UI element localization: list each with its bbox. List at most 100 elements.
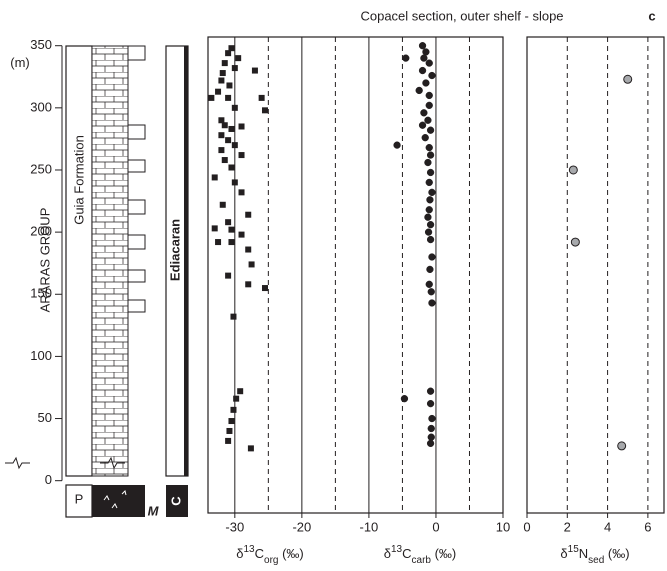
data-point (425, 59, 433, 67)
data-point (225, 50, 232, 57)
column-label: ARARAS GROUP (37, 208, 52, 313)
y-tick-label: 0 (45, 472, 52, 487)
data-point (219, 70, 226, 77)
data-point (425, 91, 433, 100)
data-point (221, 157, 228, 164)
x-tick-label: 0 (523, 519, 530, 534)
data-point (208, 94, 215, 101)
data-point (233, 395, 240, 402)
data-point (238, 123, 245, 130)
column-label: Ediacaran (167, 219, 182, 281)
x-tick-label: 6 (644, 519, 651, 534)
data-point (418, 121, 427, 129)
data-point (428, 414, 436, 423)
data-point (218, 77, 225, 84)
x-axis-label-part: carb (412, 555, 432, 566)
data-point (231, 104, 238, 111)
data-point (426, 399, 435, 408)
x-axis-label-part: C (402, 546, 411, 561)
x-axis-label: δ13Ccarb (‰) (384, 544, 457, 566)
panel-frame (207, 36, 504, 514)
data-point (422, 48, 430, 56)
data-point (221, 122, 228, 129)
data-point (238, 231, 245, 238)
column-label: M (148, 503, 160, 518)
data-point (248, 261, 255, 268)
data-point (426, 221, 435, 229)
x-axis-label-part: sed (588, 555, 604, 566)
x-tick-label: -10 (360, 519, 379, 534)
data-point (426, 265, 434, 274)
data-point (231, 179, 238, 186)
chart-title: Copacel section, outer shelf - slope (360, 8, 563, 23)
x-tick-label: -20 (292, 519, 311, 534)
data-point (228, 125, 235, 132)
x-tick-label: 0 (432, 519, 439, 534)
data-point (426, 151, 435, 159)
data-point (424, 158, 432, 167)
data-point (426, 126, 435, 134)
data-point (428, 71, 436, 80)
data-point (617, 441, 627, 451)
data-point (420, 54, 428, 62)
data-point (228, 45, 235, 52)
data-point (225, 219, 232, 226)
data-point (235, 55, 242, 62)
x-tick-label: 10 (496, 519, 510, 534)
data-point (228, 226, 235, 233)
data-point (226, 427, 233, 434)
data-point (418, 66, 427, 75)
data-point (211, 225, 218, 232)
data-point (251, 67, 258, 74)
x-axis-label-part: δ (236, 546, 243, 561)
x-axis-label-part: 13 (391, 544, 403, 555)
x-axis-label: δ15Nsed (‰) (560, 544, 629, 566)
data-point (225, 437, 232, 444)
data-point (424, 116, 432, 124)
data-point (425, 101, 433, 110)
x-tick-label: -30 (225, 519, 244, 534)
x-tick-label: 4 (604, 519, 611, 534)
data-point (400, 395, 409, 403)
x-axis-label-part: δ (560, 546, 567, 561)
data-point (421, 134, 429, 142)
data-point (425, 178, 433, 187)
y-tick-label: 150 (30, 286, 52, 301)
data-point (219, 201, 226, 208)
data-point (568, 165, 578, 175)
data-point (228, 164, 235, 171)
data-point (428, 299, 436, 307)
x-axis-label-part: (‰) (431, 546, 456, 561)
y-tick-label: 350 (30, 37, 52, 52)
data-point (393, 141, 401, 149)
data-point (228, 418, 235, 425)
data-point (428, 253, 436, 261)
data-point (245, 281, 252, 288)
data-point (427, 288, 435, 296)
data-point (426, 439, 435, 448)
data-point (261, 107, 268, 114)
column-label: Guia Formation (71, 135, 86, 225)
data-point (215, 88, 222, 95)
data-point (228, 239, 235, 246)
data-point (245, 246, 252, 253)
y-tick-label: 100 (30, 348, 52, 363)
data-point (424, 213, 432, 221)
x-axis-label-part: (‰) (604, 546, 629, 561)
data-point (425, 280, 433, 288)
data-point (218, 117, 225, 124)
data-point (418, 42, 427, 50)
data-point (402, 54, 410, 62)
data-point (422, 79, 430, 87)
data-point (247, 445, 254, 452)
data-point (570, 237, 580, 247)
x-axis-label-part: 13 (244, 544, 256, 555)
data-point (424, 228, 433, 236)
data-point (426, 196, 434, 204)
x-tick-label: 2 (564, 519, 571, 534)
y-tick-label: 300 (30, 99, 52, 114)
data-point (425, 143, 433, 152)
data-point (230, 406, 237, 413)
data-point (420, 109, 428, 117)
